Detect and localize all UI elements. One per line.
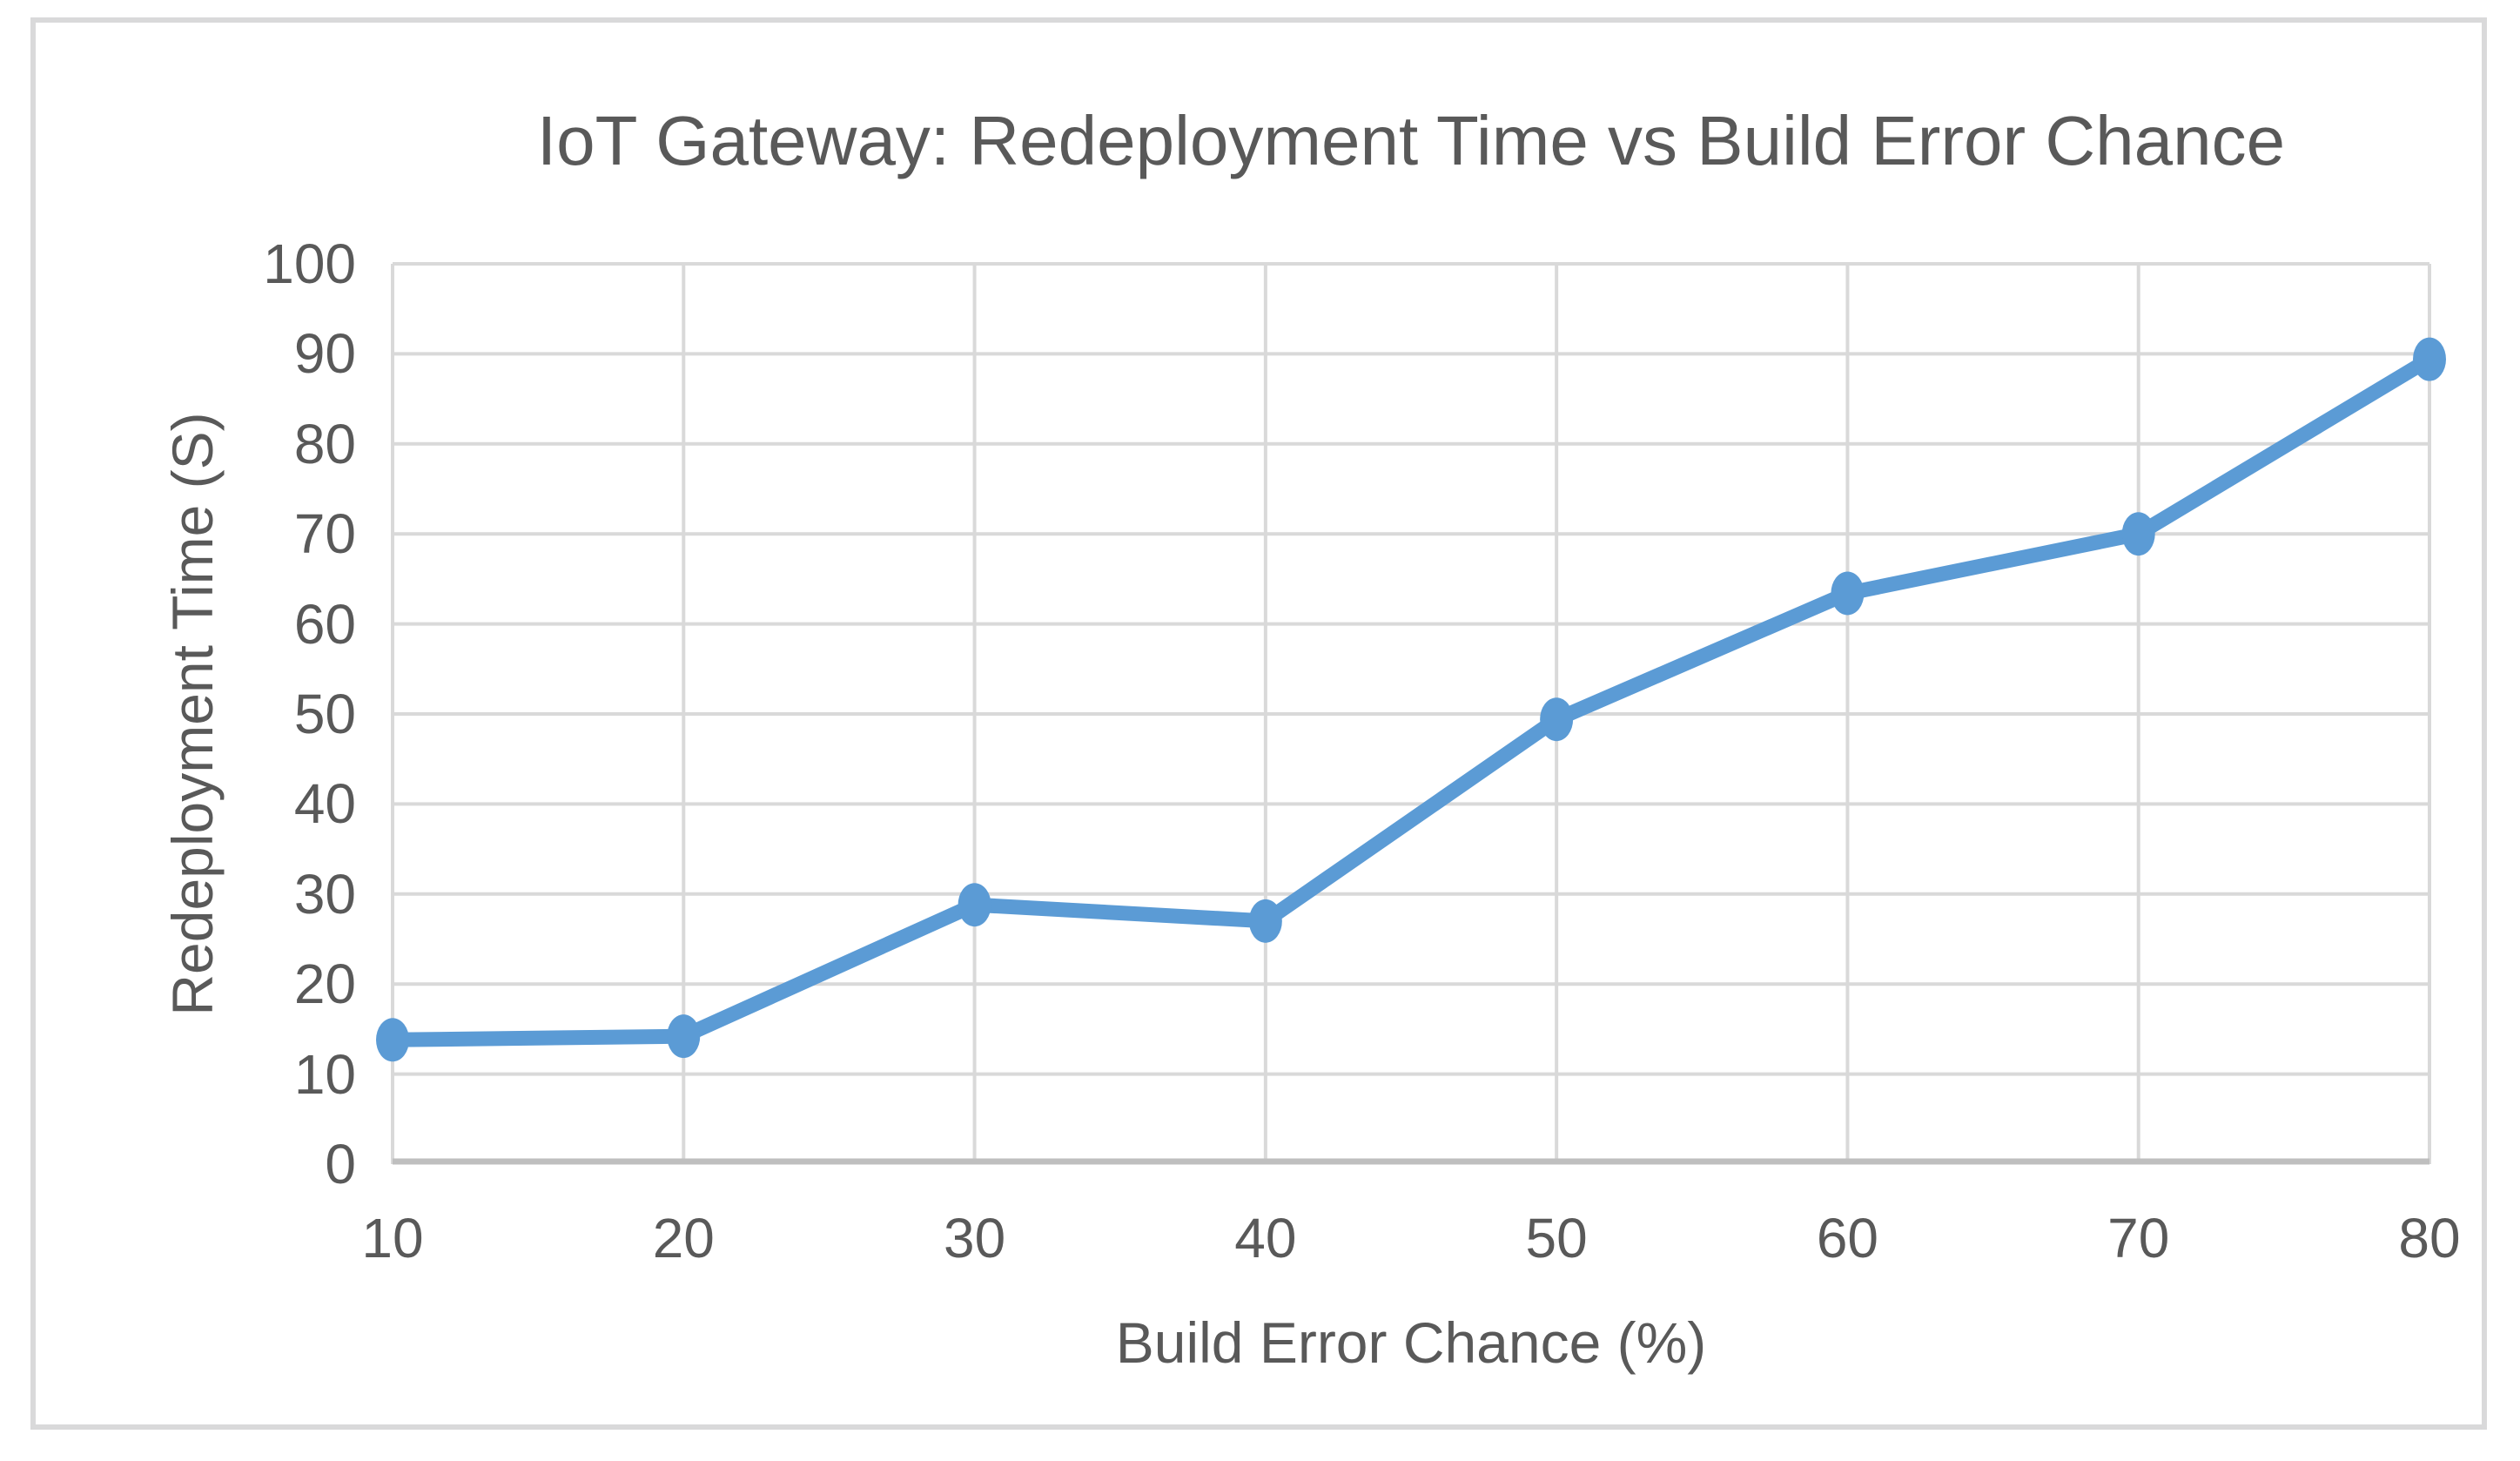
line-chart-svg (376, 262, 2446, 1165)
x-tick-label: 40 (1234, 1207, 1297, 1269)
x-tick-label: 80 (2398, 1207, 2461, 1269)
chart-frame: IoT Gateway: Redeployment Time vs Build … (30, 17, 2487, 1430)
y-tick-label: 10 (293, 1042, 356, 1106)
x-tick-label: 10 (361, 1207, 424, 1269)
x-tick-label: 50 (1525, 1207, 1588, 1269)
data-point-marker (958, 883, 991, 927)
y-tick-label: 80 (293, 412, 356, 475)
x-axis-title: Build Error Chance (%) (1115, 1310, 1707, 1375)
y-tick-label: 60 (293, 592, 356, 656)
series-line (385, 352, 2437, 1047)
y-tick-label: 0 (325, 1133, 356, 1195)
data-point-marker (1248, 899, 1282, 943)
chart-title: IoT Gateway: Redeployment Time vs Build … (536, 102, 2286, 179)
y-tick-label: 40 (293, 772, 356, 836)
data-point-marker (376, 1018, 409, 1062)
x-tick-label: 20 (652, 1207, 715, 1269)
data-point-marker (1831, 571, 1865, 616)
data-point-marker (2121, 512, 2155, 556)
data-point-marker (667, 1014, 701, 1059)
y-tick-label: 30 (293, 862, 356, 926)
data-point-marker (1540, 697, 1574, 742)
y-tick-label: 50 (293, 683, 356, 745)
x-tick-label: 30 (943, 1207, 1006, 1269)
plot-area (376, 262, 2446, 1165)
data-point-marker (2413, 337, 2446, 381)
x-tick-label: 70 (2107, 1207, 2170, 1269)
y-tick-label: 90 (293, 322, 356, 386)
y-tick-label: 20 (293, 953, 356, 1016)
y-tick-label: 70 (293, 502, 356, 566)
x-tick-label: 60 (1816, 1207, 1879, 1269)
y-axis-title-text: Redeployment Time (S) (160, 412, 225, 1016)
y-tick-label: 100 (263, 232, 356, 295)
